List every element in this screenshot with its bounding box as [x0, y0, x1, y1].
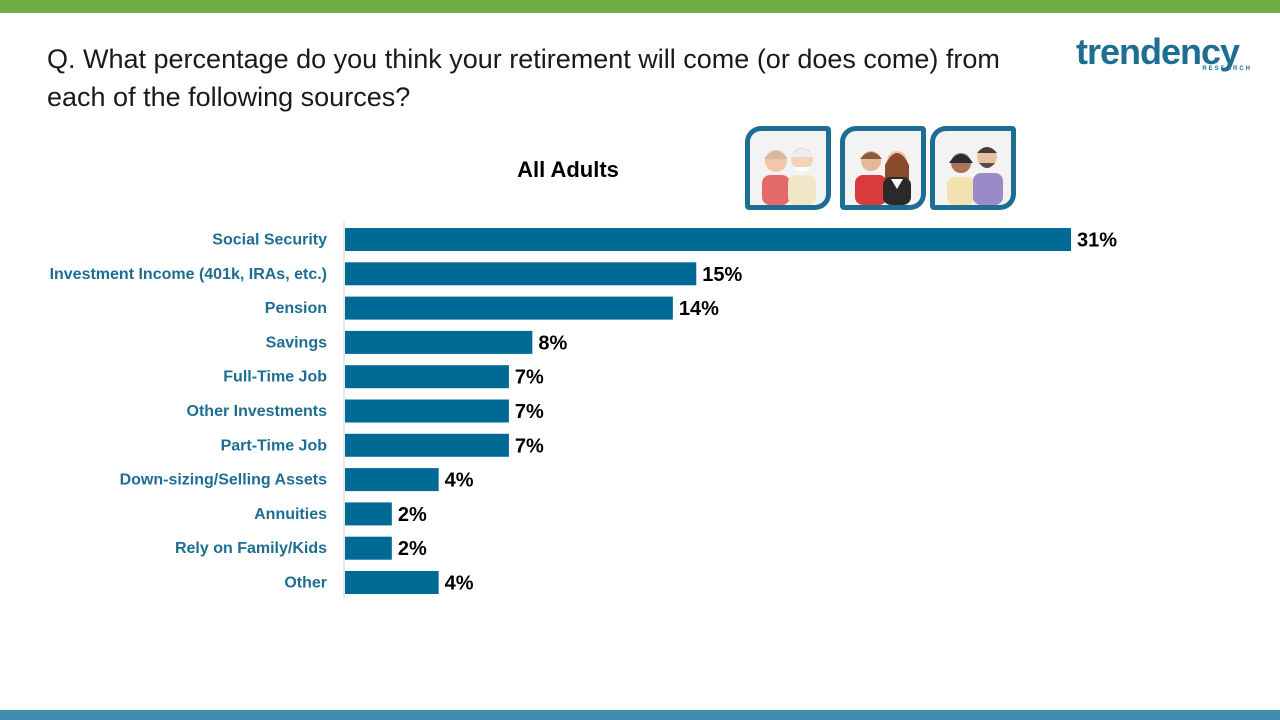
category-label: Other — [284, 575, 327, 592]
category-label: Pension — [265, 300, 327, 317]
top-accent-bar — [0, 0, 1280, 13]
category-label: Down-sizing/Selling Assets — [120, 472, 328, 489]
trendency-logo: trendency RESEARCH — [1076, 34, 1260, 80]
bar — [345, 433, 509, 457]
avatar-young-adults-image — [930, 126, 1016, 210]
bar — [345, 262, 697, 286]
value-label: 15% — [702, 264, 742, 286]
value-label: 7% — [515, 401, 544, 423]
question-title: Q. What percentage do you think your ret… — [47, 44, 1000, 112]
value-label: 2% — [398, 538, 427, 560]
category-label: Full-Time Job — [223, 369, 327, 386]
value-label: 14% — [679, 298, 719, 320]
logo-wordmark: trendency — [1076, 31, 1240, 72]
value-label: 31% — [1077, 230, 1117, 252]
avatar-seniors-image — [745, 126, 831, 210]
category-label: Part-Time Job — [221, 437, 328, 454]
category-label: Other Investments — [187, 403, 328, 420]
chart-title: All Adults — [517, 157, 619, 182]
avatar-adults-image — [840, 126, 926, 210]
bar — [345, 399, 509, 423]
category-label: Savings — [266, 334, 327, 351]
value-label: 7% — [515, 435, 544, 457]
bar — [345, 330, 533, 354]
category-label: Social Security — [212, 232, 327, 249]
category-label: Rely on Family/Kids — [175, 540, 327, 557]
bar — [345, 365, 509, 389]
bar — [345, 468, 439, 492]
value-label: 2% — [398, 504, 427, 526]
bar — [345, 536, 392, 560]
bar — [345, 502, 392, 526]
bottom-accent-bar — [0, 710, 1280, 720]
logo-subtitle: RESEARCH — [1202, 66, 1252, 72]
value-label: 7% — [515, 367, 544, 389]
category-label: Annuities — [254, 506, 327, 523]
value-label: 4% — [445, 573, 474, 595]
generation-avatars — [745, 126, 1025, 216]
value-label: 4% — [445, 470, 474, 492]
bar — [345, 296, 673, 320]
category-label: Investment Income (401k, IRAs, etc.) — [50, 266, 327, 283]
bar — [345, 571, 439, 594]
value-label: 8% — [538, 332, 567, 354]
bar — [345, 228, 1071, 251]
